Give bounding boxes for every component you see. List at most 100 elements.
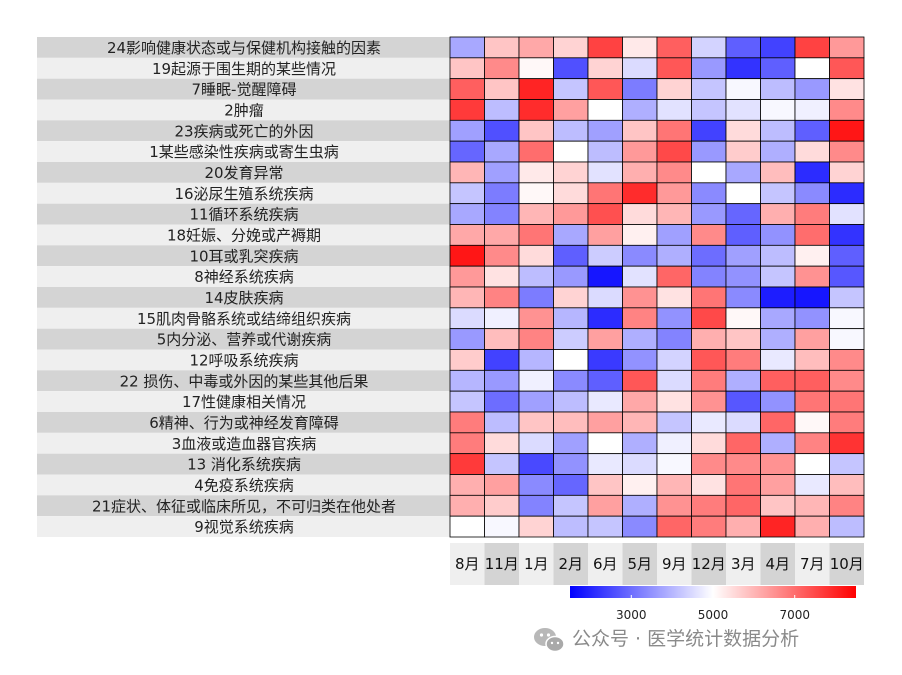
heatmap-cell [449,119,485,142]
heatmap-cell [518,161,554,184]
column-band [691,543,726,585]
heatmap-cell [553,474,589,496]
heatmap-cell [656,411,692,434]
heatmap-cell [518,36,554,59]
heatmap-cell [622,390,658,413]
heatmap-cell [587,140,623,163]
heatmap-cell [449,203,485,225]
row-label: 11循环系统疾病 [189,206,298,224]
heatmap-cell [553,286,589,309]
heatmap-cell [656,203,692,225]
heatmap-cell [622,474,658,496]
heatmap-cell [587,369,623,392]
heatmap-cell [691,432,727,455]
colorbar: 3000 5000 7000 [570,586,856,622]
heatmap-cell [794,99,830,121]
heatmap-cell [449,349,485,371]
heatmap-cell [587,515,623,538]
heatmap-cell [794,203,830,225]
heatmap-cell [760,369,796,392]
colorbar-tick-label: 5000 [698,608,729,622]
heatmap-cell [553,307,589,330]
heatmap-cell [656,494,692,517]
heatmap-cell [484,99,520,121]
heatmap-cell [760,474,796,496]
heatmap-cell [760,182,796,205]
heatmap-cell [484,328,520,350]
row-band [37,328,450,350]
column-band [657,543,692,585]
heatmap-cell [587,474,623,496]
row-band [37,495,450,517]
heatmap-cell [829,369,865,392]
heatmap-cell [484,119,520,142]
heatmap-cell [656,349,692,371]
heatmap-cell [794,119,830,142]
heatmap-cell [760,78,796,100]
heatmap-cell [829,390,865,413]
heatmap-cell [656,244,692,267]
heatmap-cell [829,307,865,330]
heatmap-cell [794,515,830,538]
heatmap-cell [725,453,761,475]
heatmap-cell [760,307,796,330]
row-label: 10耳或乳突疾病 [189,247,298,265]
heatmap-cell [760,328,796,350]
heatmap-cell [691,411,727,434]
row-label: 14皮肤疾病 [204,289,283,307]
heatmap-cell [518,390,554,413]
row-band [37,245,450,267]
heatmap-cell [794,390,830,413]
heatmap-cell [725,140,761,163]
heatmap-cell [656,99,692,121]
heatmap-cell [518,328,554,350]
heatmap-cell [518,57,554,80]
heatmap-cell [829,119,865,142]
heatmap-cell [553,224,589,246]
heatmap-cell [725,286,761,309]
heatmap-cell [829,161,865,184]
heatmap-cell [518,307,554,330]
heatmap-cell [656,78,692,100]
column-band [553,543,588,585]
heatmap-cell [829,265,865,288]
heatmap-cell [587,224,623,246]
heatmap-cell [553,494,589,517]
row-band [37,370,450,392]
heatmap-cell [484,515,520,538]
heatmap-cell [553,57,589,80]
heatmap-cell [794,411,830,434]
column-label: 8月 [455,555,480,573]
heatmap-cell [691,307,727,330]
heatmap-cell [656,286,692,309]
heatmap-cell [587,57,623,80]
heatmap-cell [553,244,589,267]
heatmap-cell [553,349,589,371]
heatmap-cell [691,390,727,413]
heatmap-cell [725,119,761,142]
heatmap-cell [587,390,623,413]
column-label: 3月 [731,555,756,573]
heatmap-cell [553,453,589,475]
heatmap-cell [656,265,692,288]
heatmap-cell [484,57,520,80]
heatmap-cell [691,349,727,371]
heatmap-cell [622,515,658,538]
row-band [37,57,450,79]
heatmap-cell [794,474,830,496]
heatmap-cell [725,494,761,517]
heatmap-cell [622,244,658,267]
heatmap-cell [484,161,520,184]
heatmap-cell [553,390,589,413]
heatmap-cell [587,453,623,475]
column-band [484,543,519,585]
heatmap-cells [449,36,865,538]
column-band [622,543,657,585]
heatmap-cell [622,369,658,392]
heatmap-cell [484,494,520,517]
heatmap-cell [518,349,554,371]
row-label: 17性健康相关情况 [182,393,306,411]
heatmap-cell [484,224,520,246]
heatmap-cell [794,349,830,371]
heatmap-cell [553,119,589,142]
